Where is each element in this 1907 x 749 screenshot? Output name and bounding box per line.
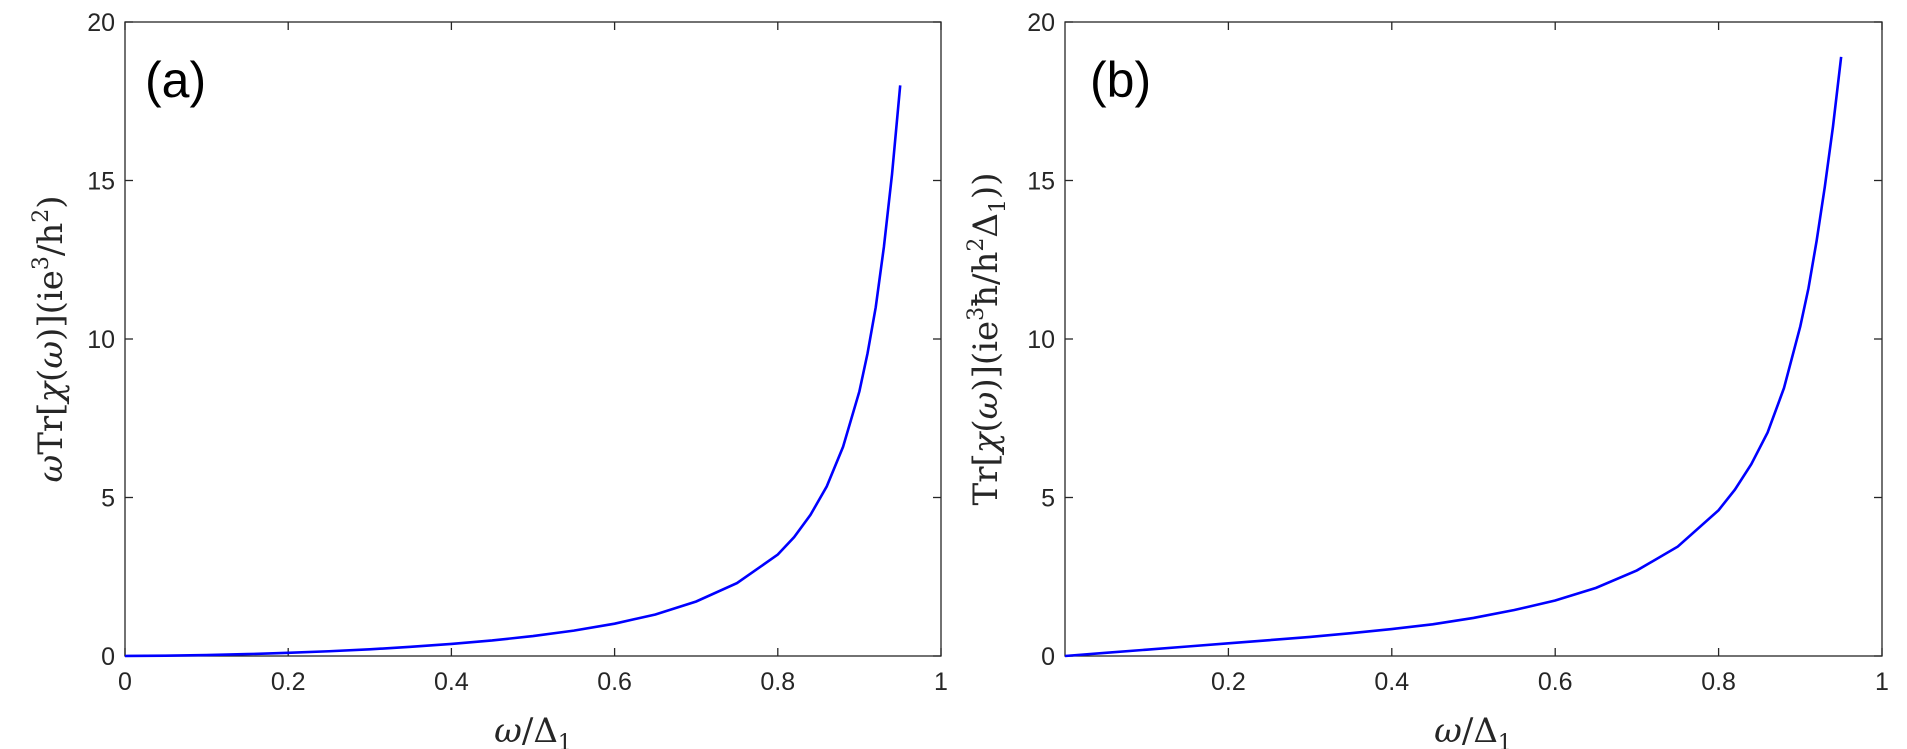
panel-a-label: (a) — [145, 52, 206, 108]
panel-a-xtick-label: 0.2 — [271, 668, 306, 696]
panel-a-ytick-label: 15 — [87, 168, 115, 196]
panel-a-xtick-label: 1 — [934, 668, 948, 696]
panel-a-ytick-label: 0 — [101, 643, 115, 671]
panel-a-xlabel: ω/Δ1 — [494, 711, 572, 749]
panel-a-series-line — [124, 85, 902, 658]
panel-b-xtick-label: 0.4 — [1374, 668, 1409, 696]
panel-b-ytick-label: 0 — [1041, 643, 1055, 671]
panel-a-ytick-label: 10 — [87, 326, 115, 354]
panel-b-axes-frame — [1064, 21, 1883, 657]
panel-b-xlabel: ω/Δ1 — [1434, 711, 1512, 749]
panel-a-xtick-label: 0.6 — [597, 668, 632, 696]
panel-a-ytick-label: 20 — [87, 9, 115, 37]
panel-b-ytick-label: 15 — [1027, 168, 1055, 196]
panel-b-ylabel: Tr[χ(ω)](ie3ħ/h2Δ1)) — [964, 173, 1011, 506]
panel-a-xtick-label: 0.4 — [434, 668, 469, 696]
panel-b-ytick-label: 10 — [1027, 326, 1055, 354]
panel-a: 0 0.2 0.4 0.6 0.8 1 0 5 10 15 20 (a) ω/Δ1 ωTr[χ(ω… — [29, 9, 948, 749]
panel-a-ylabel: ωTr[χ(ω)](ie3/h2) — [29, 196, 71, 483]
panel-b-xtick-label: 0.8 — [1701, 668, 1736, 696]
panel-b-xtick-label: 0.2 — [1211, 668, 1246, 696]
panel-b-xtick-label: 1 — [1875, 668, 1889, 696]
panel-b-ytick-label: 5 — [1041, 485, 1055, 513]
panel-a-ytick-label: 5 — [101, 485, 115, 513]
panel-b-series-line — [1064, 56, 1843, 658]
panel-b-ytick-label: 20 — [1027, 9, 1055, 37]
panel-b: 0.2 0.4 0.6 0.8 1 0 5 10 15 20 (b) ω/Δ1 Tr[χ(ω)]… — [964, 9, 1889, 749]
panel-b-label: (b) — [1090, 52, 1151, 108]
panel-a-xtick-label: 0 — [118, 668, 132, 696]
panel-a-axes-frame — [124, 21, 942, 657]
panel-a-xtick-label: 0.8 — [760, 668, 795, 696]
panel-b-xtick-label: 0.6 — [1538, 668, 1573, 696]
